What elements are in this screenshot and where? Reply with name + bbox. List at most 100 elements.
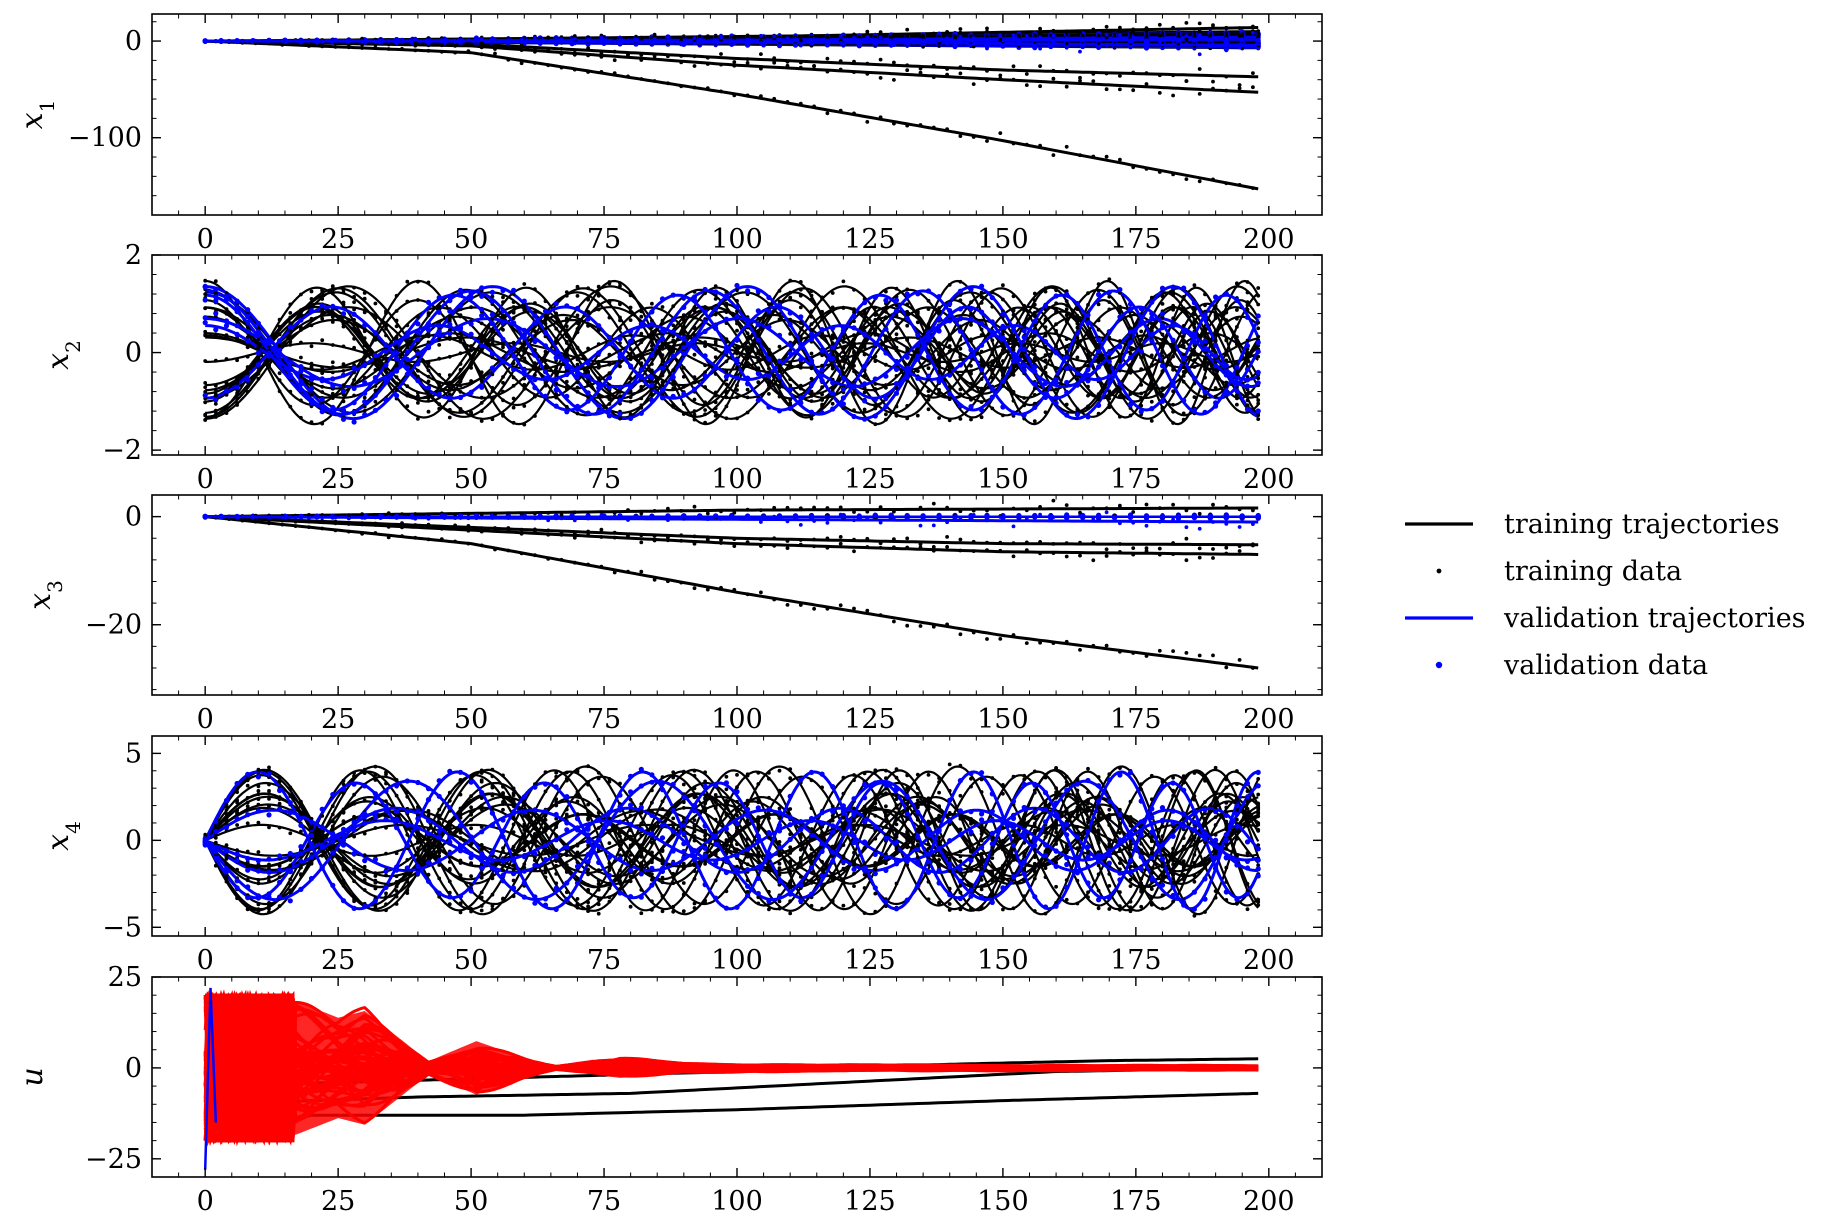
training-data-point — [1211, 26, 1215, 30]
training-data-point — [427, 364, 431, 368]
training-data-point — [714, 372, 718, 376]
training-data-point — [629, 389, 633, 393]
training-data-point — [985, 30, 989, 34]
training-data-point — [693, 86, 697, 90]
x-tick-label: 0 — [197, 224, 214, 255]
validation-data-point — [1025, 34, 1029, 38]
training-data-point — [937, 416, 941, 420]
training-data-point — [1012, 399, 1016, 403]
training-data-point — [1193, 325, 1197, 329]
training-data-point — [1097, 412, 1101, 416]
training-data-point — [1150, 400, 1154, 404]
training-data-point — [405, 280, 409, 284]
training-data-point — [299, 356, 303, 360]
training-data-point — [427, 410, 431, 414]
training-data-point — [512, 305, 516, 309]
training-data-point — [1065, 145, 1069, 149]
training-data-point — [1224, 32, 1228, 36]
training-data-point — [1171, 94, 1175, 98]
training-data-point — [671, 323, 675, 327]
training-data-point — [448, 373, 452, 377]
training-data-point — [374, 361, 378, 365]
training-data-point — [948, 283, 952, 287]
training-data-point — [1086, 349, 1090, 353]
training-data-point — [767, 348, 771, 352]
training-data-point — [1086, 303, 1090, 307]
training-data-point — [799, 326, 803, 330]
training-data-point — [1171, 26, 1175, 30]
validation-data-point — [520, 38, 524, 42]
training-data-point — [427, 311, 431, 315]
training-data-point — [756, 380, 760, 384]
training-data-point — [278, 371, 282, 375]
training-data-point — [706, 56, 710, 60]
validation-data-point — [879, 40, 883, 44]
validation-data-point — [1240, 37, 1245, 42]
validation-data-point — [413, 37, 417, 41]
training-data-point — [1238, 86, 1242, 90]
validation-data-point — [653, 38, 657, 42]
training-data-point — [310, 393, 314, 397]
training-data-point — [820, 310, 824, 314]
validation-data-point — [633, 38, 638, 43]
training-data-point — [480, 409, 484, 413]
training-data-point — [831, 291, 835, 295]
training-data-point — [576, 363, 580, 367]
training-data-point — [618, 417, 622, 421]
training-data-point — [374, 302, 378, 306]
training-data-point — [320, 385, 324, 389]
training-data-point — [1131, 71, 1135, 75]
training-data-point — [501, 381, 505, 385]
training-data-point — [892, 61, 896, 65]
training-data-point — [1033, 349, 1037, 353]
training-data-point — [1158, 34, 1162, 38]
training-data-point — [873, 327, 877, 331]
training-data-point — [1256, 31, 1260, 35]
validation-data-point — [892, 43, 896, 47]
validation-data-point — [474, 38, 479, 43]
training-data-point — [1091, 28, 1095, 32]
training-data-point — [618, 341, 622, 345]
training-data-point — [852, 60, 856, 64]
training-data-point — [1145, 82, 1149, 86]
validation-data-point — [1038, 47, 1042, 51]
validation-data-point — [254, 39, 258, 43]
training-data-point — [1161, 295, 1165, 299]
training-data-point — [459, 331, 463, 335]
validation-data-point — [1105, 33, 1109, 37]
training-data-point — [767, 367, 771, 371]
validation-data-point — [613, 40, 617, 44]
training-data-point — [1012, 294, 1016, 298]
training-data-point — [565, 348, 569, 352]
training-data-point — [650, 371, 654, 375]
validation-data-point — [241, 39, 245, 43]
y-axis-label: x1 — [15, 100, 59, 130]
validation-data-point — [697, 38, 702, 43]
training-data-point — [959, 338, 963, 342]
training-data-point — [597, 308, 601, 312]
training-data-point — [895, 287, 899, 291]
training-data-point — [1097, 282, 1101, 286]
training-data-point — [650, 362, 654, 366]
training-data-point — [932, 126, 936, 130]
training-data-point — [1193, 350, 1197, 354]
training-data-point — [778, 345, 782, 349]
training-data-point — [320, 371, 324, 375]
training-data-point — [772, 97, 776, 101]
training-data-point — [576, 412, 580, 416]
training-data-point — [756, 366, 760, 370]
training-data-point — [1198, 22, 1202, 26]
training-data-point — [1139, 367, 1143, 371]
training-data-point — [1246, 280, 1250, 284]
training-data-point — [533, 334, 537, 338]
validation-data-point — [972, 42, 976, 46]
training-data-point — [1086, 359, 1090, 363]
training-data-point — [522, 377, 526, 381]
validation-data-point — [480, 38, 484, 42]
training-data-point — [1033, 312, 1037, 316]
training-data-point — [1256, 355, 1260, 359]
training-data-point — [1113, 32, 1117, 36]
training-data-point — [586, 365, 590, 369]
training-data-point — [1224, 304, 1228, 308]
